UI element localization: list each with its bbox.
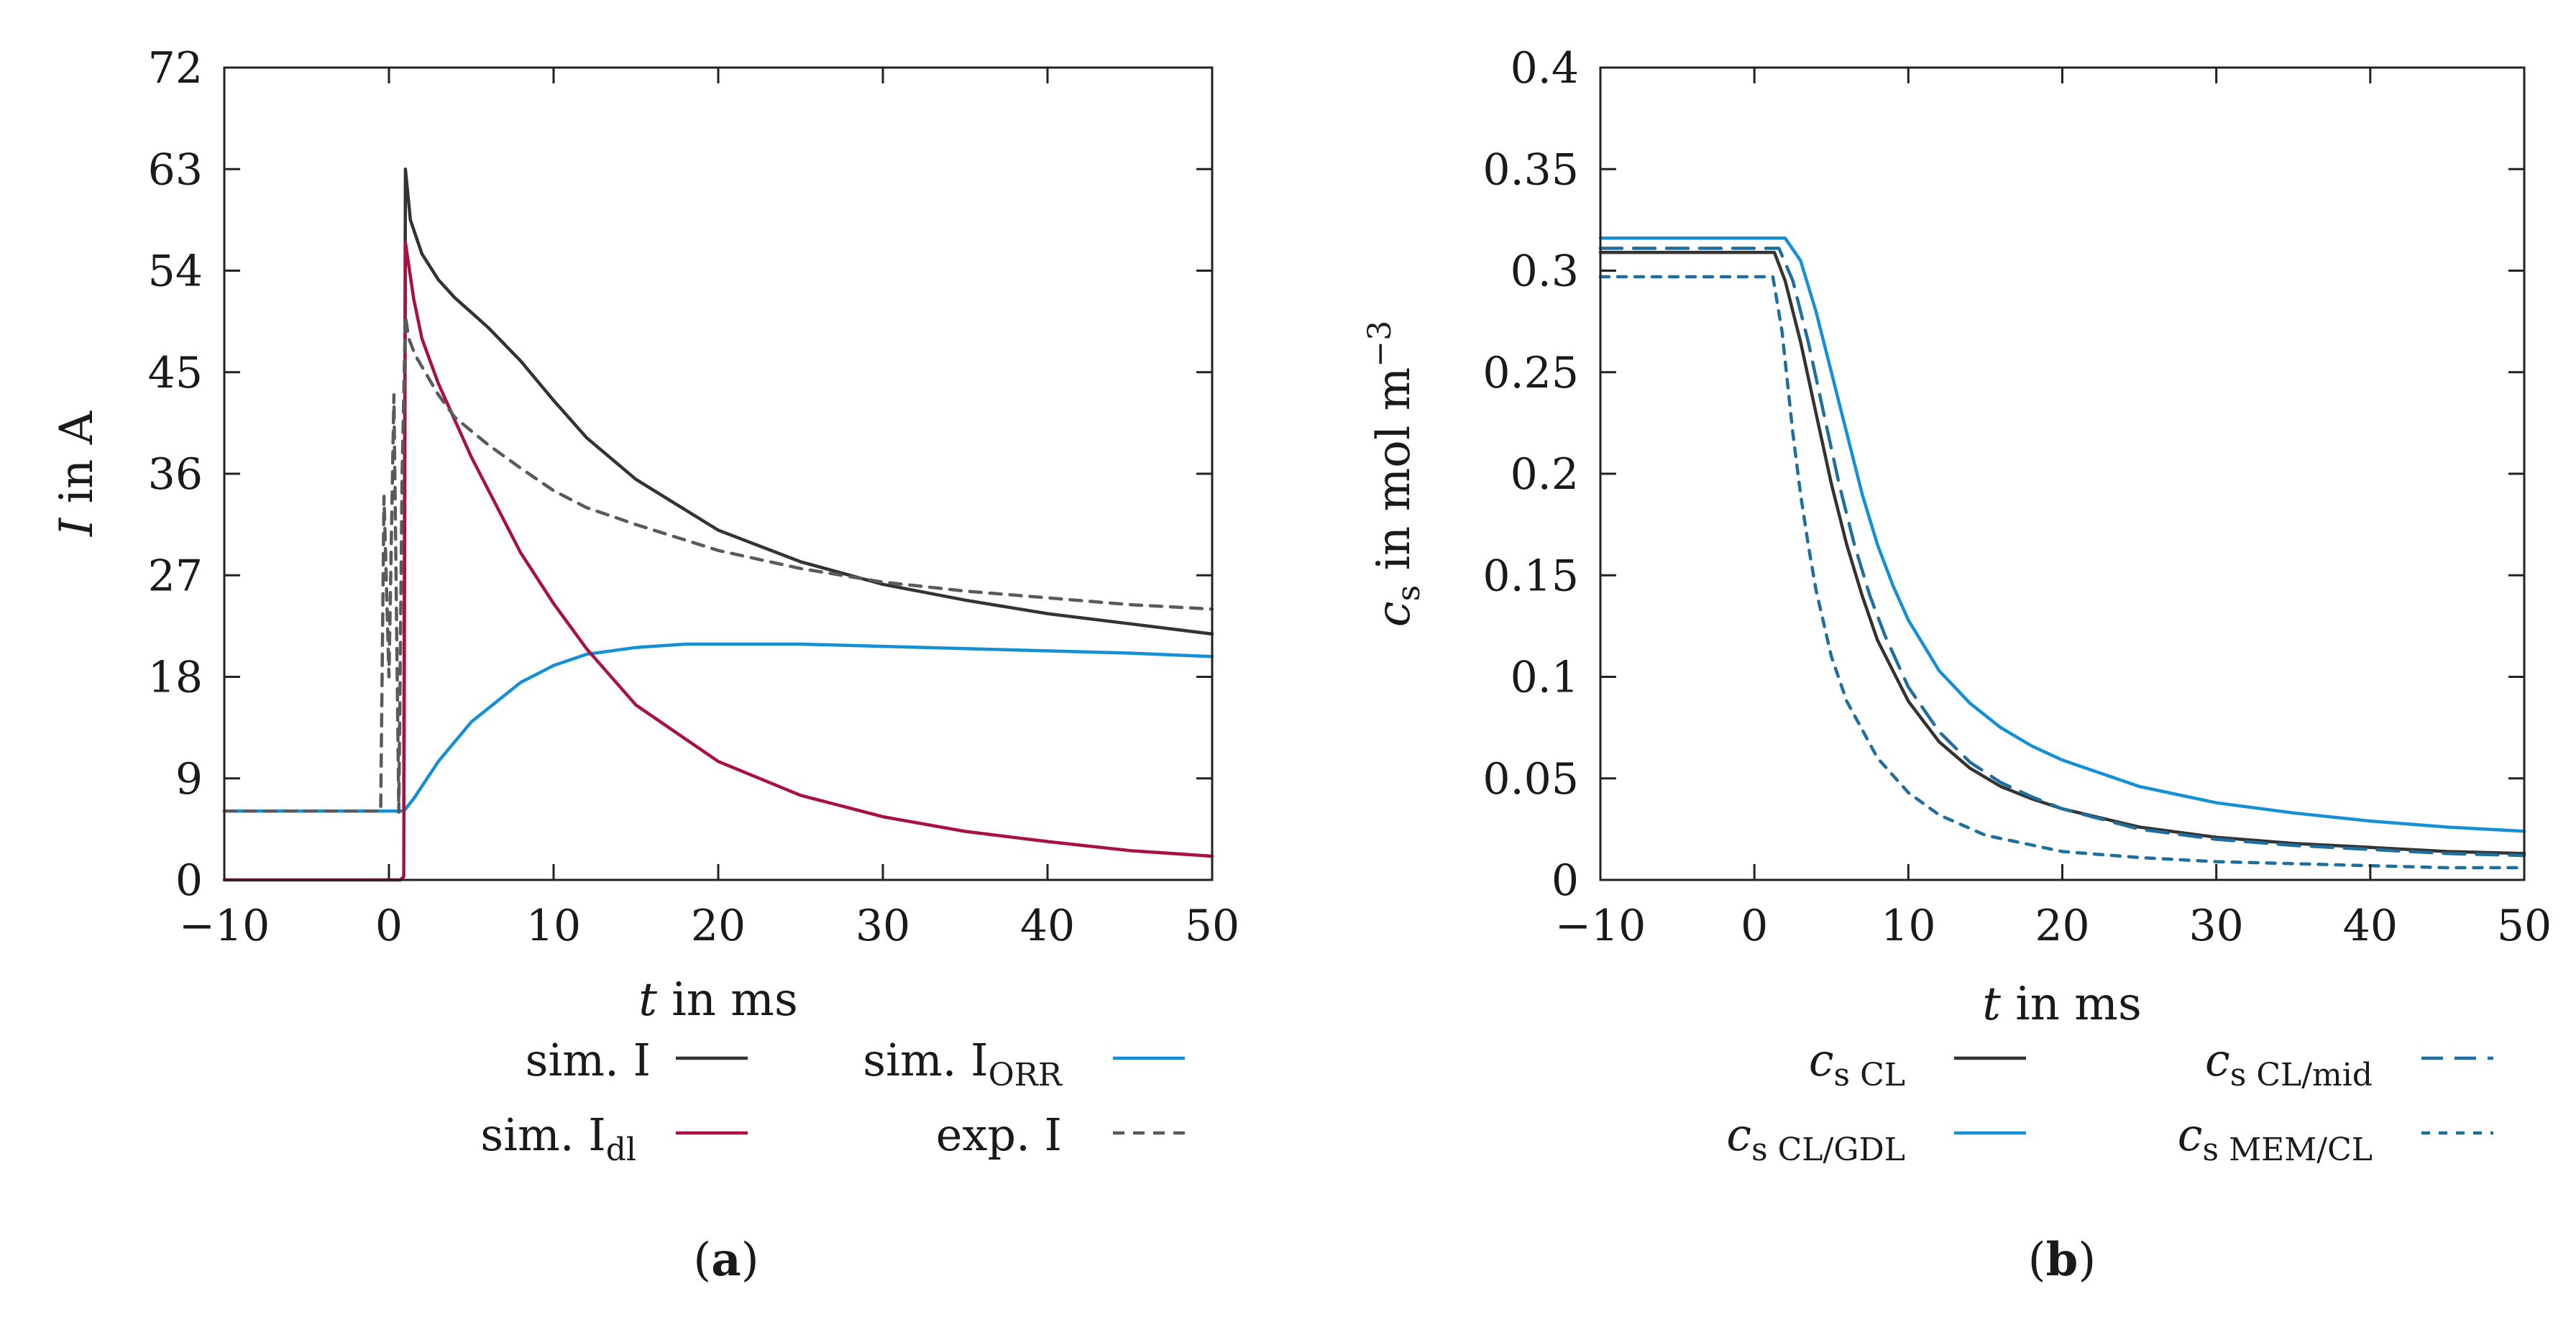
panel-a-x-tick-label: 10	[526, 901, 581, 951]
panel-a-y-tick-label: 63	[148, 144, 203, 195]
panel-a-x-tick-label: 20	[691, 901, 746, 951]
panel-a-y-axis-label: I in A	[50, 410, 104, 537]
panel-a-series-sim-i-dl	[222, 241, 1214, 882]
panel-a-y-tick-label: 45	[148, 348, 203, 398]
legend-entry-exp-i: exp. I	[936, 1109, 1185, 1161]
panel-b-x-axis-label: t in ms	[1982, 978, 2142, 1031]
panel-b-ticks: −10 0 10 20 30 40 5000.050.10.150.20.250.30.35…	[1482, 43, 2552, 951]
panel-b-label: (b)	[2028, 1233, 2096, 1287]
panel-a-x-tick-label: 0	[375, 901, 403, 951]
panel-a-x-tick-label: 40	[1020, 901, 1075, 951]
panel-b-series-c-s-cl-gdl	[1598, 237, 2526, 833]
legend-label-sim-i-dl: sim. Idl	[480, 1109, 636, 1168]
legend-label-cs-cl: cs CL	[1809, 1034, 1905, 1093]
panel-b-y-tick-label: 0.2	[1511, 449, 1579, 500]
panel-b-x-tick-label: 0	[1741, 901, 1768, 951]
panel-a-plot-frame	[223, 66, 1214, 881]
panel-b-plot-frame	[1599, 66, 2526, 881]
panel-a-y-tick-label: 0	[175, 855, 203, 906]
legend-entry-cs-cl-gdl: cs CL/GDL	[1726, 1109, 2026, 1168]
panel-b-series-c-s-mem-cl	[1598, 275, 2526, 870]
panel-b-legend: cs CL cs CL/mid cs CL/GDL cs MEM/CL	[1726, 1034, 2493, 1168]
panel-a-series-exp-i	[222, 314, 1214, 814]
panel-b-x-tick-label: 50	[2497, 901, 2552, 951]
panel-a-series	[222, 168, 1214, 882]
panel-a-legend: sim. I sim. IORR sim. Idl exp. I	[480, 1034, 1185, 1168]
legend-entry-sim-i-dl: sim. Idl	[480, 1109, 748, 1168]
legend-label-cs-cl-mid: cs CL/mid	[2205, 1034, 2373, 1093]
panel-a-y-tick-label: 27	[148, 551, 203, 601]
panel-a-y-tick-label: 36	[148, 449, 203, 500]
legend-entry-cs-cl: cs CL	[1809, 1034, 2026, 1093]
panel-b-y-tick-label: 0.15	[1482, 551, 1579, 601]
legend-entry-sim-i-orr: sim. IORR	[863, 1034, 1185, 1093]
panel-b-series-c-s-cl	[1598, 250, 2526, 855]
panel-b-series-c-s-cl-mid	[1598, 247, 2526, 858]
panel-a-y-tick-label: 18	[148, 653, 203, 703]
panel-b-series	[1598, 237, 2526, 870]
panel-b-y-axis-label: cs in mol m−3	[1362, 321, 1427, 627]
legend-label-sim-i: sim. I	[526, 1034, 651, 1086]
panel-b-x-tick-label: 30	[2188, 901, 2243, 951]
legend-entry-sim-i: sim. I	[526, 1034, 748, 1086]
panel-b-x-tick-label: 10	[1881, 901, 1935, 951]
legend-entry-cs-mem-cl: cs MEM/CL	[2178, 1109, 2493, 1168]
legend-label-sim-i-orr: sim. IORR	[863, 1034, 1063, 1093]
panel-a-x-tick-label: 30	[856, 901, 910, 951]
panel-a-y-tick-label: 72	[148, 43, 203, 93]
panel-b-x-tick-label: 20	[2035, 901, 2089, 951]
panel-a-x-axis-label: t in ms	[638, 973, 798, 1027]
panel-a-x-tick-label: 50	[1185, 901, 1239, 951]
panel-a-x-tick-label: −10	[179, 901, 270, 951]
panel-b: −10 0 10 20 30 40 5000.050.10.150.20.250.30.35…	[1362, 43, 2552, 1287]
legend-label-cs-cl-gdl: cs CL/GDL	[1726, 1109, 1905, 1168]
panel-b-y-tick-label: 0.3	[1511, 247, 1579, 297]
legend-label-exp-i: exp. I	[936, 1109, 1062, 1161]
panel-a-series-sim-i-orr	[222, 642, 1214, 813]
panel-a-y-tick-label: 9	[175, 754, 203, 804]
panel-b-y-tick-label: 0.05	[1482, 754, 1579, 804]
panel-b-x-tick-label: 40	[2343, 901, 2398, 951]
panel-b-y-tick-label: 0	[1551, 855, 1579, 906]
panel-b-x-tick-label: −10	[1555, 901, 1646, 951]
panel-b-y-tick-label: 0.25	[1482, 348, 1579, 398]
legend-entry-cs-cl-mid: cs CL/mid	[2205, 1034, 2493, 1093]
panel-b-y-tick-label: 0.35	[1482, 144, 1579, 195]
panel-a-label: (a)	[693, 1233, 758, 1287]
panel-a-y-tick-label: 54	[148, 247, 203, 297]
legend-label-cs-mem-cl: cs MEM/CL	[2178, 1109, 2373, 1168]
panel-b-y-tick-label: 0.4	[1511, 43, 1579, 93]
panel-b-y-tick-label: 0.1	[1511, 653, 1579, 703]
panel-a-series-sim-i	[222, 168, 1214, 813]
